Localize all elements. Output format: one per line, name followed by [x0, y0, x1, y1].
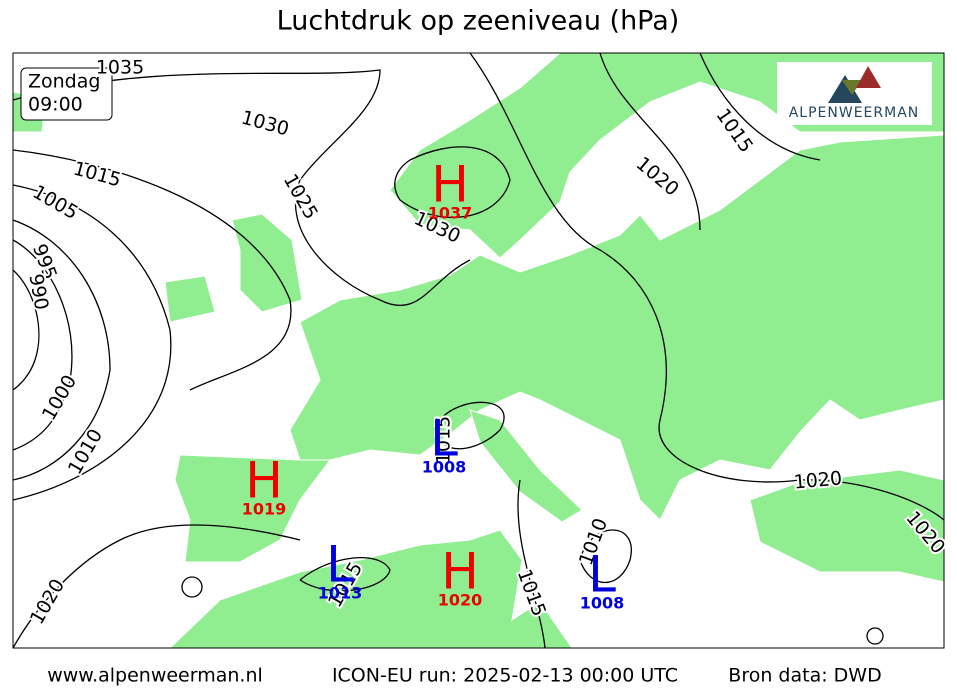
map-title: Luchtdruk op zeeniveau (hPa)	[277, 6, 680, 37]
time-box-frame	[20, 67, 113, 121]
isobar	[299, 557, 391, 592]
footer-run: ICON-EU run: 2025-02-13 00:00 UTC	[332, 665, 678, 687]
pressure-symbol: H	[245, 452, 283, 510]
land	[164, 275, 216, 323]
isobar	[13, 239, 73, 451]
pressure-symbol: L	[588, 546, 616, 604]
isobar	[469, 53, 944, 521]
isobar	[439, 401, 505, 450]
map-frame	[12, 52, 945, 649]
pressure-value: 1019	[242, 500, 287, 519]
isobar	[181, 576, 203, 598]
isobar	[13, 269, 40, 391]
time-hour: 09:00	[28, 94, 83, 116]
pressure-value: 1008	[422, 458, 467, 477]
pressure-symbol: L	[326, 536, 354, 594]
pressure-value: 1037	[428, 204, 473, 223]
footer-source: Bron data: DWD	[728, 665, 881, 687]
land	[469, 409, 583, 523]
isobar	[517, 479, 546, 648]
logo-mountain	[842, 80, 862, 95]
land	[174, 454, 331, 563]
map-area	[13, 53, 944, 648]
footer-site: www.alpenweerman.nl	[47, 665, 263, 687]
pressure-symbol: L	[430, 410, 458, 468]
isobar	[13, 149, 292, 391]
isobar	[13, 219, 111, 481]
isobar-label: 1035	[96, 57, 144, 79]
isobar	[699, 53, 821, 161]
logo-mountain	[828, 75, 862, 103]
isobar-label: 1015	[433, 416, 455, 464]
isobar	[13, 524, 301, 648]
pressure-symbol: H	[441, 543, 479, 601]
isobar	[394, 146, 511, 219]
land	[749, 469, 944, 583]
time-box: Zondag 09:00	[20, 67, 113, 121]
isobar	[13, 184, 172, 501]
land	[289, 134, 944, 521]
logo-text: ALPENWEERMAN	[789, 105, 920, 121]
isobar	[866, 627, 884, 645]
pressure-value: 1008	[580, 594, 625, 613]
isobar	[13, 69, 471, 307]
pressure-value: 1013	[318, 584, 363, 603]
isobar-label: 1020	[793, 467, 843, 493]
logo: ALPENWEERMAN	[777, 62, 932, 125]
isobar	[599, 53, 701, 231]
pressure-value: 1020	[438, 591, 483, 610]
pressure-symbol: H	[431, 156, 469, 214]
isobar	[579, 529, 632, 584]
time-day: Zondag	[28, 71, 100, 93]
logo-mountain	[856, 66, 881, 88]
land	[169, 529, 573, 648]
